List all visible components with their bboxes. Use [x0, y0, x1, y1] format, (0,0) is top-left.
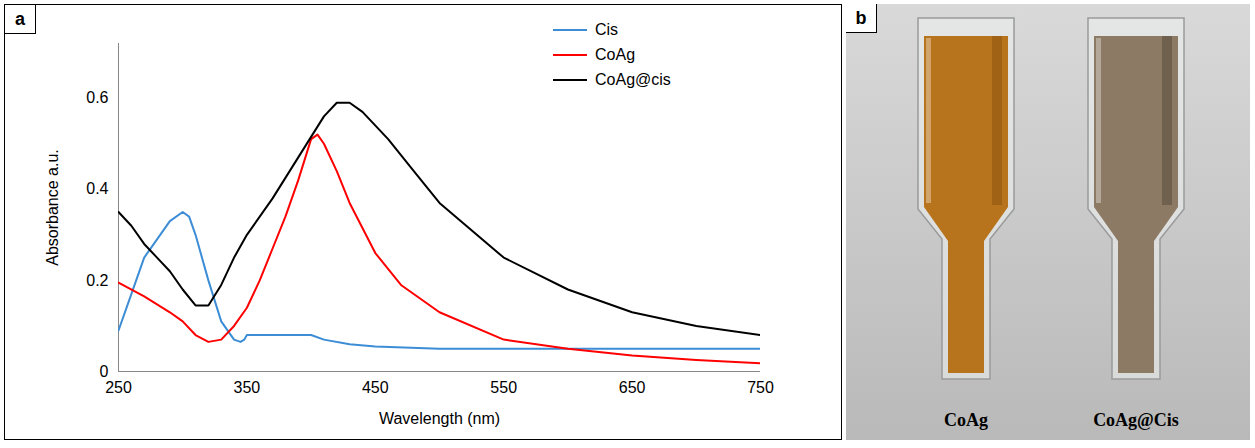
svg-text:CoAg@Cis: CoAg@Cis	[1093, 410, 1179, 430]
html-text:a: a	[15, 9, 25, 29]
svg-text:650: 650	[619, 379, 646, 396]
svg-text:450: 450	[362, 379, 389, 396]
html-text:b: b	[855, 8, 867, 28]
svg-text:CoAg: CoAg	[944, 410, 988, 430]
html-text:CoAg@cis: CoAg@cis	[595, 70, 671, 88]
svg-text:Wavelength (nm): Wavelength (nm)	[379, 410, 500, 427]
svg-text:0.2: 0.2	[86, 272, 108, 289]
svg-text:350: 350	[234, 379, 261, 396]
svg-text:750: 750	[747, 379, 774, 396]
svg-text:0.6: 0.6	[86, 89, 108, 106]
svg-text:0.4: 0.4	[86, 180, 108, 197]
html-text:CoAg: CoAg	[595, 45, 635, 63]
html-text:Cis: Cis	[595, 20, 619, 38]
svg-text:Absorbance a.u.: Absorbance a.u.	[44, 149, 61, 266]
svg-text:0: 0	[100, 363, 109, 380]
svg-text:550: 550	[490, 379, 517, 396]
svg-text:250: 250	[105, 379, 132, 396]
